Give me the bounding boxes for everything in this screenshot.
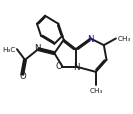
Text: N: N bbox=[87, 35, 94, 44]
Text: N: N bbox=[73, 62, 80, 71]
Text: O: O bbox=[20, 72, 26, 81]
Text: O: O bbox=[56, 62, 62, 71]
Text: H₃C: H₃C bbox=[2, 47, 16, 53]
Text: CH₃: CH₃ bbox=[89, 87, 103, 93]
Text: CH₃: CH₃ bbox=[118, 36, 131, 42]
Text: N: N bbox=[34, 44, 41, 53]
